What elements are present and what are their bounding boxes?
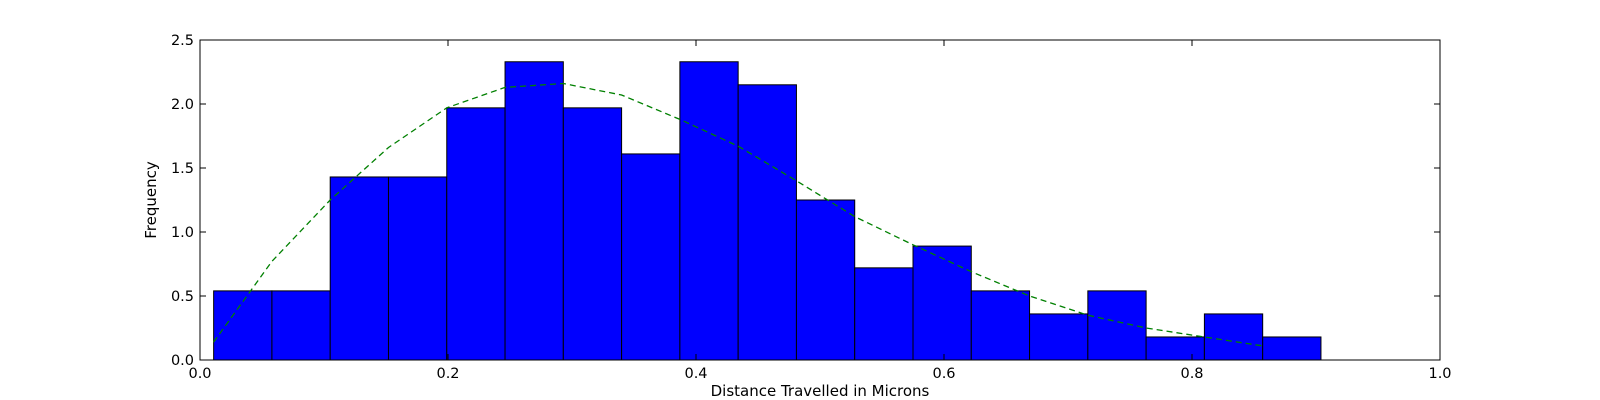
histogram-bars xyxy=(213,61,1322,361)
histogram-bar xyxy=(1029,313,1089,361)
histogram-bar xyxy=(621,153,681,361)
histogram-bar xyxy=(271,290,331,361)
histogram-bar xyxy=(737,84,797,361)
histogram-bar xyxy=(446,107,506,361)
x-tick-label: 0.8 xyxy=(1180,366,1203,382)
fit-curve-layer xyxy=(213,82,1263,347)
y-tick-label: 0.0 xyxy=(171,353,194,369)
histogram-bar xyxy=(213,290,273,361)
histogram-bar xyxy=(329,176,389,361)
x-tick-label: 0.4 xyxy=(684,366,707,382)
y-tick-label: 2.0 xyxy=(171,97,194,113)
histogram-bar xyxy=(679,61,739,361)
histogram-bar xyxy=(1262,336,1322,361)
x-tick-label: 0.0 xyxy=(188,366,211,382)
histogram-bar xyxy=(1087,290,1147,361)
y-tick-label: 1.0 xyxy=(171,225,194,241)
axis-tick-labels: 0.0 0.2 0.4 0.6 0.8 1.0 0.0 0.5 1.0 1.5 2.0 2.5 xyxy=(171,33,1452,382)
y-tick-label: 0.5 xyxy=(171,289,194,305)
x-tick-label: 0.2 xyxy=(436,366,459,382)
histogram-bar xyxy=(970,290,1031,361)
x-tick-label: 0.6 xyxy=(932,366,955,382)
plot-frame xyxy=(199,39,1441,361)
histogram-bar xyxy=(387,176,448,361)
x-tick-label: 1.0 xyxy=(1428,366,1451,382)
y-tick-label: 1.5 xyxy=(171,161,194,177)
histogram-bar xyxy=(504,61,564,361)
axis-ticks xyxy=(199,39,1441,361)
histogram-bar xyxy=(912,245,972,361)
histogram-bar xyxy=(562,107,623,361)
fit-curve-line xyxy=(213,82,1263,347)
histogram-bar xyxy=(1145,336,1205,361)
y-tick-label: 2.5 xyxy=(171,33,194,49)
histogram-bar xyxy=(1203,313,1264,361)
histogram-bar xyxy=(795,199,856,361)
y-axis-label: Frequency xyxy=(142,161,160,239)
histogram-bar xyxy=(854,267,914,361)
x-axis-label: Distance Travelled in Microns xyxy=(711,382,930,400)
